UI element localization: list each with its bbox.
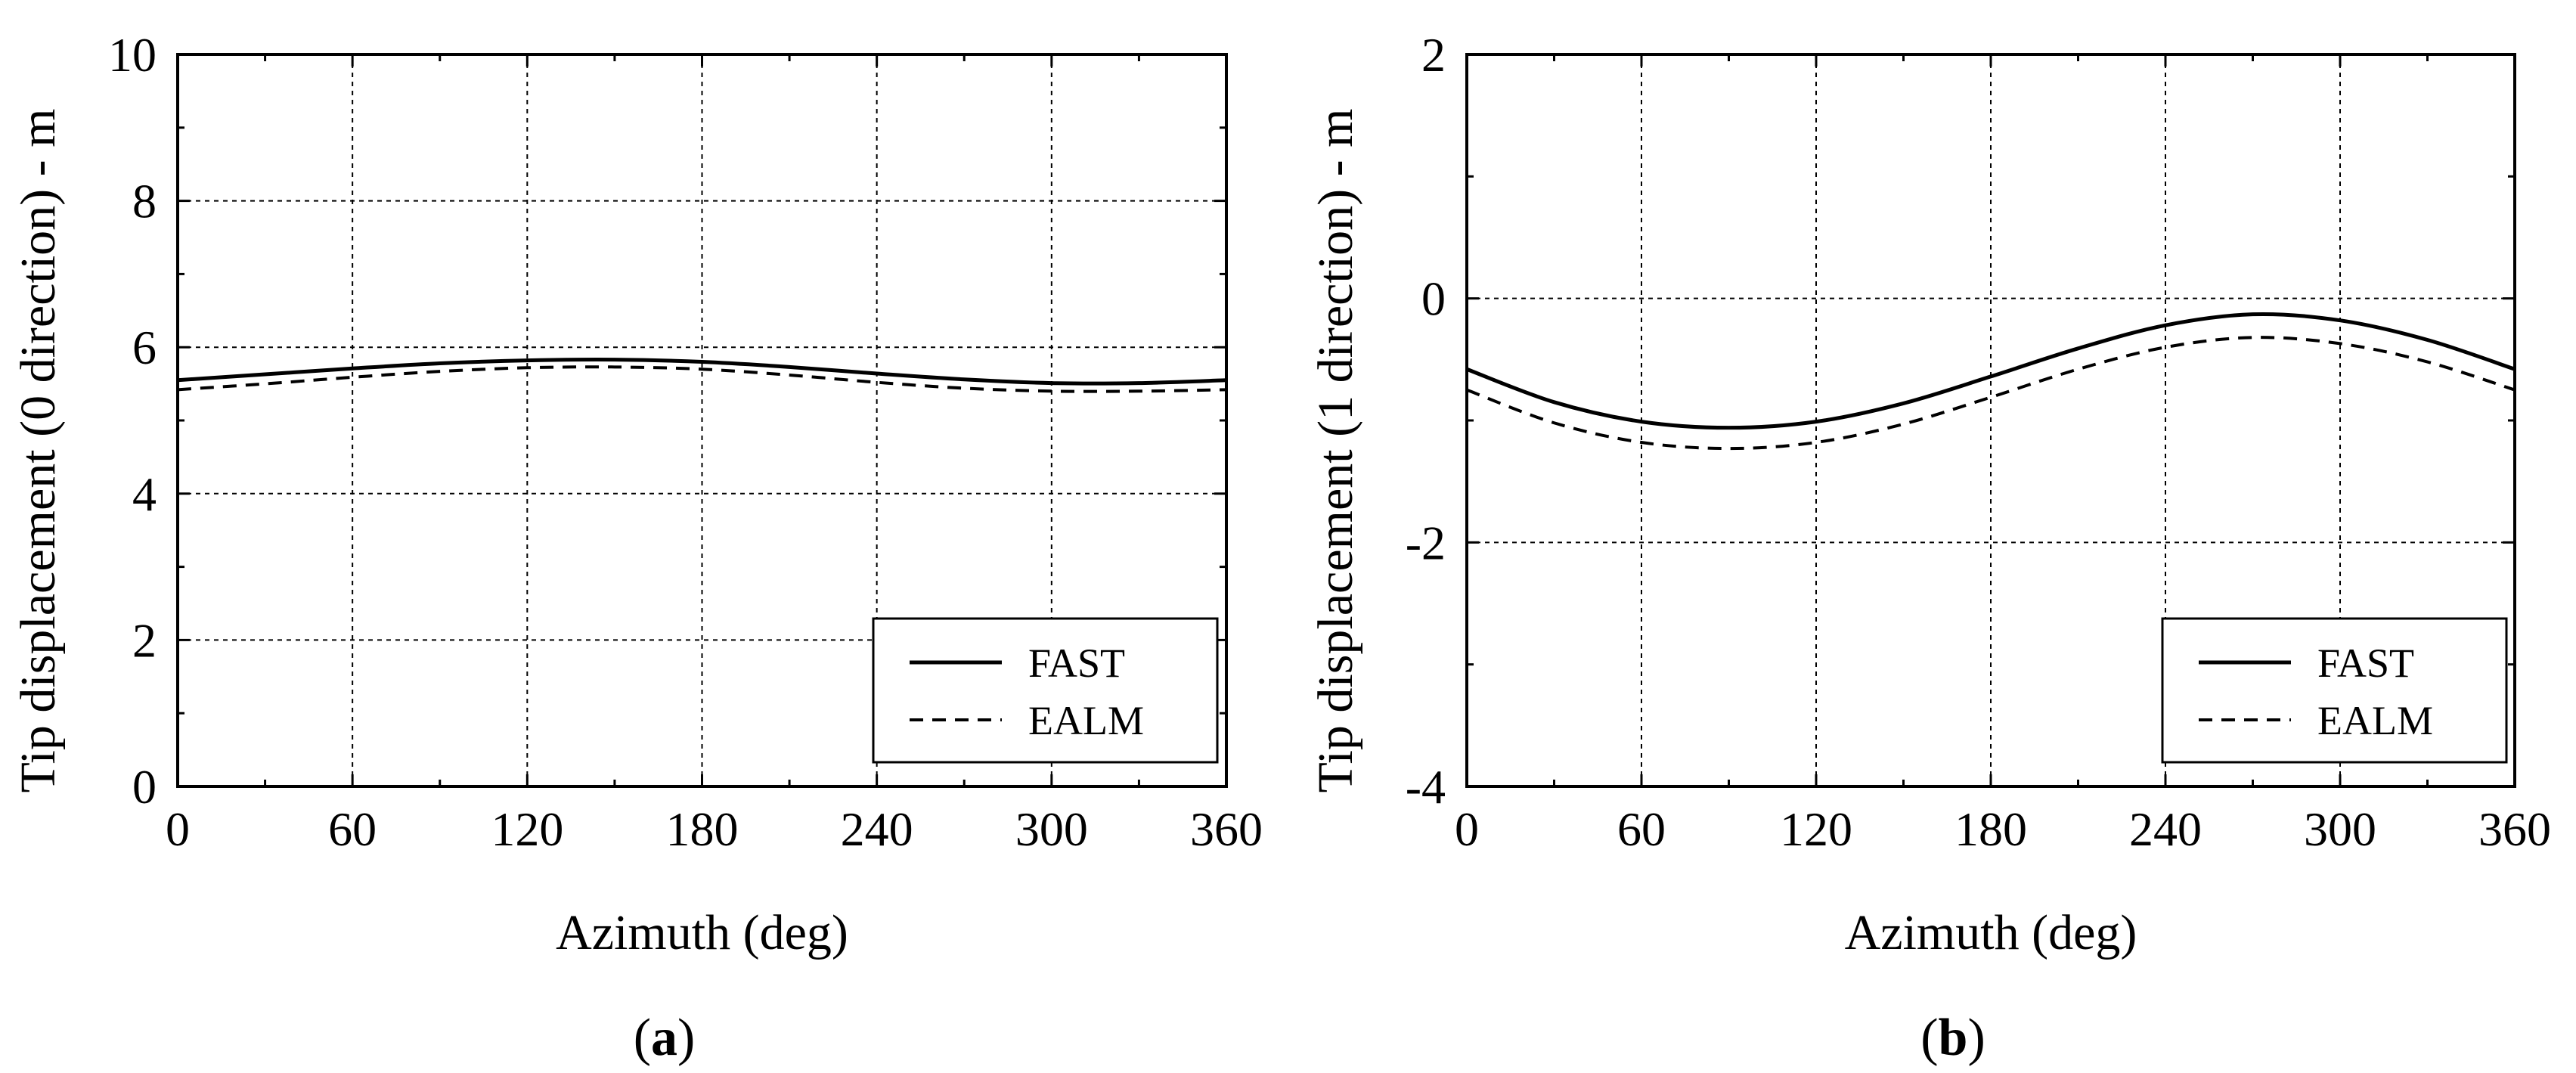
chart-panel-a: 0 60 120 180 240 300 360 0 2 4 6 8 10 FAST EALM Azimuth… <box>11 28 1263 1067</box>
x-tick-label: 360 <box>1190 802 1263 856</box>
y-tick-label: 10 <box>108 28 157 82</box>
y-tick-label: 0 <box>1421 272 1446 326</box>
plot-frame <box>1465 53 2516 788</box>
y-tick-label: -4 <box>1406 760 1446 814</box>
x-tick-label: 120 <box>491 802 563 856</box>
x-tick-label: 300 <box>2304 802 2376 856</box>
x-axis-label: Azimuth (deg) <box>1845 905 2137 960</box>
x-tick-label: 300 <box>1015 802 1088 856</box>
x-tick-label: 180 <box>666 802 739 856</box>
x-tick-label: 60 <box>328 802 377 856</box>
y-tick-label: 8 <box>132 175 157 228</box>
x-tick-label: 180 <box>1954 802 2027 856</box>
y-tick-label: 0 <box>132 760 157 814</box>
x-tick-label: 60 <box>1617 802 1666 856</box>
series-line-ealm <box>1466 336 2516 451</box>
series-line-fast <box>177 358 1227 386</box>
panel-label-close: ) <box>677 1009 695 1067</box>
x-axis-label: Azimuth (deg) <box>556 905 848 960</box>
y-axis-label: Tip displacement (1 direction) - m <box>1308 109 1363 793</box>
y-tick-label: 4 <box>132 467 157 521</box>
panel-label-open: ( <box>1920 1009 1938 1067</box>
x-tick-label: 240 <box>841 802 913 856</box>
legend: FAST EALM <box>872 617 1219 764</box>
panel-label: (a) <box>634 1009 696 1067</box>
x-tick-label: 120 <box>1780 802 1852 856</box>
legend-box <box>872 617 1219 764</box>
legend: FAST EALM <box>2161 617 2508 764</box>
x-tick-label: 240 <box>2129 802 2202 856</box>
panel-label-letter: b <box>1939 1009 1968 1067</box>
chart-panel-b: 0 60 120 180 240 300 360 -4 -2 0 2 FAST EALM Azimuth … <box>1308 28 2551 1067</box>
y-tick-label: 6 <box>132 321 157 374</box>
x-tick-label: 360 <box>2478 802 2551 856</box>
x-tick-label: 0 <box>1455 802 1479 856</box>
legend-box <box>2161 617 2508 764</box>
series-line-fast <box>1466 312 2516 430</box>
panel-label-open: ( <box>634 1009 651 1067</box>
y-tick-label: -2 <box>1406 516 1446 569</box>
panel-label-letter: a <box>651 1009 677 1067</box>
legend-label-fast: FAST <box>2317 640 2414 686</box>
y-tick-label: 2 <box>1421 28 1446 82</box>
y-axis-label: Tip displacement (0 direction) - m <box>11 109 66 793</box>
legend-label-ealm: EALM <box>2317 698 2433 743</box>
legend-label-fast: FAST <box>1028 640 1125 686</box>
x-tick-label: 0 <box>166 802 190 856</box>
y-tick-label: 2 <box>132 613 157 667</box>
panel-label: (b) <box>1920 1009 1985 1067</box>
series-line-ealm <box>177 365 1227 393</box>
plot-frame <box>176 53 1228 788</box>
panel-label-close: ) <box>1967 1009 1985 1067</box>
legend-label-ealm: EALM <box>1028 698 1144 743</box>
